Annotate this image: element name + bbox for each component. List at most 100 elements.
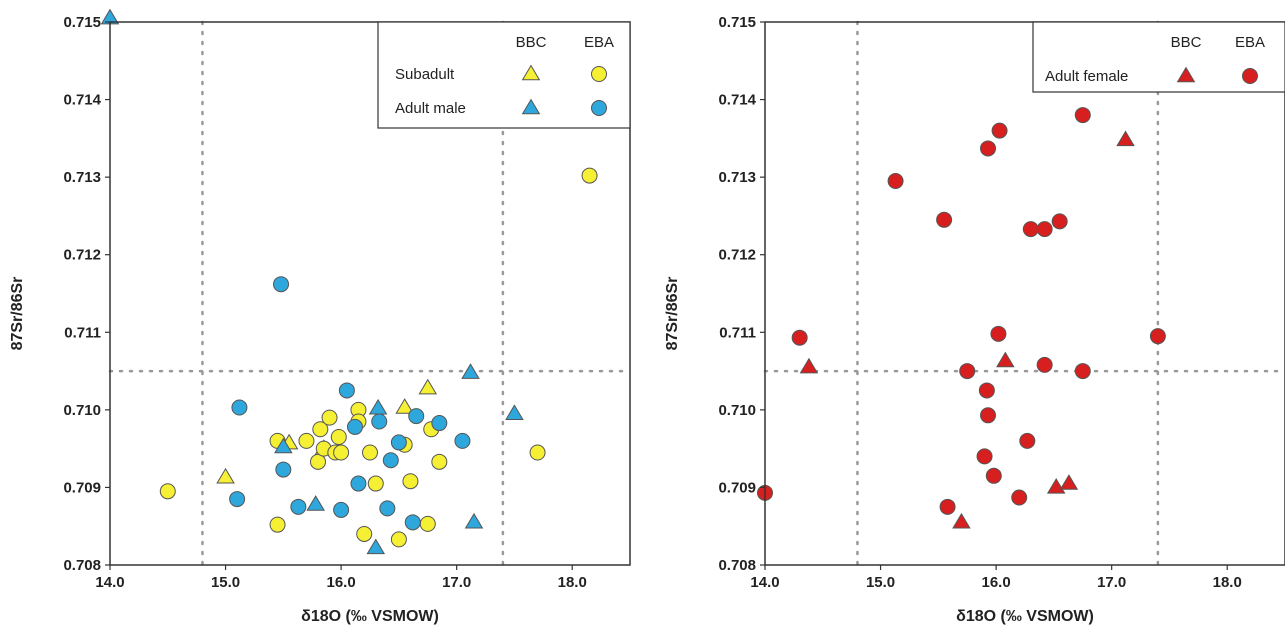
data-point-triangle <box>395 398 414 414</box>
y-axis-label: 87Sr/86Sr <box>9 277 26 351</box>
y-tick-label: 0.715 <box>718 14 756 31</box>
legend-column-header: EBA <box>584 34 614 51</box>
y-axis-label: 87Sr/86Sr <box>664 277 681 351</box>
y-tick-label: 0.708 <box>718 557 756 574</box>
data-point-circle <box>404 514 421 531</box>
data-point-circle <box>1051 213 1068 230</box>
data-point-circle <box>408 408 425 425</box>
y-tick-label: 0.708 <box>63 557 101 574</box>
data-point-triangle <box>464 512 484 529</box>
data-point-circle <box>1022 221 1039 238</box>
data-point-circle <box>269 516 286 533</box>
data-point-circle <box>390 531 407 548</box>
legend-triangle-marker <box>521 64 541 81</box>
data-point-circle <box>290 498 307 515</box>
legend-column-header: BBC <box>1171 34 1202 51</box>
data-point-circle <box>529 444 546 461</box>
x-tick-label: 16.0 <box>982 574 1011 591</box>
legend-column-header: BBC <box>516 34 547 51</box>
data-point-circle <box>431 453 448 470</box>
plot-frame <box>764 21 1285 566</box>
data-point-circle <box>275 461 292 478</box>
data-point-circle <box>1074 107 1091 124</box>
x-tick-label: 18.0 <box>1213 574 1242 591</box>
data-point-circle <box>978 382 995 399</box>
data-point-circle <box>312 421 329 438</box>
data-point-circle <box>346 418 363 435</box>
x-tick-label: 15.0 <box>866 574 895 591</box>
legend-row-label: Adult female <box>1045 68 1128 85</box>
legend-triangle-marker <box>521 98 541 115</box>
x-tick-label: 16.0 <box>327 574 356 591</box>
y-tick-label: 0.713 <box>718 169 756 186</box>
x-axis-label: δ18O (‰ VSMOW) <box>301 608 439 625</box>
y-tick-label: 0.715 <box>63 14 101 31</box>
data-point-circle <box>887 173 904 190</box>
data-point-triangle <box>306 495 325 511</box>
data-point-circle <box>362 444 378 461</box>
y-tick-label: 0.713 <box>63 169 101 186</box>
data-point-circle <box>333 501 350 518</box>
data-point-triangle <box>1116 130 1135 147</box>
x-tick-label: 14.0 <box>750 574 779 591</box>
data-point-triangle <box>418 378 438 395</box>
data-point-circle <box>338 382 355 399</box>
data-point-circle <box>330 429 347 446</box>
y-tick-label: 0.712 <box>718 247 756 264</box>
data-point-circle <box>159 483 176 500</box>
data-point-circle <box>1036 221 1053 238</box>
data-point-triangle <box>274 437 293 454</box>
data-point-circle <box>791 329 808 346</box>
y-tick-label: 0.711 <box>64 324 101 341</box>
data-point-circle <box>980 407 997 424</box>
data-point-circle <box>356 525 373 542</box>
data-point-circle <box>298 432 315 449</box>
x-tick-label: 15.0 <box>211 574 240 591</box>
data-point-circle <box>936 211 953 228</box>
data-point-circle <box>1036 356 1053 373</box>
data-point-circle <box>321 409 338 426</box>
data-point-triangle <box>799 357 819 374</box>
y-tick-label: 0.710 <box>718 402 756 419</box>
plot-frame <box>109 21 631 566</box>
data-point-circle <box>1019 432 1036 449</box>
x-tick-label: 18.0 <box>558 574 587 591</box>
y-tick-label: 0.710 <box>63 402 101 419</box>
legend-box <box>1032 21 1285 93</box>
data-point-circle <box>229 491 246 508</box>
x-tick-label: 14.0 <box>95 574 124 591</box>
data-point-circle <box>976 448 993 465</box>
data-point-circle <box>991 122 1008 139</box>
y-tick-label: 0.714 <box>718 92 756 109</box>
data-point-circle <box>402 473 419 490</box>
legend-circle-marker <box>591 66 607 82</box>
data-point-circle <box>1074 363 1091 380</box>
data-point-triangle <box>366 538 386 555</box>
data-point-triangle <box>505 404 524 420</box>
left-panel: 14.0 15.0 16.0 17.0 18.0 0.708 0.709 0.710 0.711… <box>9 8 632 625</box>
data-point-circle <box>959 363 976 380</box>
data-point-circle <box>939 498 956 515</box>
legend-row-label: Adult male <box>395 100 466 117</box>
right-panel: 14.0 15.0 16.0 17.0 18.0 0.708 0.709 0.710 0.711… <box>664 14 1285 625</box>
y-tick-label: 0.712 <box>63 247 101 264</box>
data-point-triangle <box>996 351 1015 368</box>
legend-row-label: Subadult <box>395 66 455 83</box>
data-point-triangle <box>1059 474 1079 490</box>
data-point-circle <box>382 452 399 469</box>
data-point-circle <box>985 467 1002 484</box>
data-point-circle <box>273 276 290 293</box>
data-point-circle <box>333 444 350 461</box>
data-point-circle <box>367 475 384 492</box>
x-tick-label: 17.0 <box>442 574 471 591</box>
data-point-circle <box>454 432 471 449</box>
data-point-triangle <box>368 398 388 415</box>
data-point-circle <box>990 325 1007 342</box>
y-tick-label: 0.709 <box>718 479 756 496</box>
legend-box <box>377 21 631 129</box>
data-point-circle <box>231 399 248 416</box>
data-point-triangle <box>952 512 971 529</box>
data-point-circle <box>379 500 396 517</box>
data-point-triangle <box>461 363 480 379</box>
